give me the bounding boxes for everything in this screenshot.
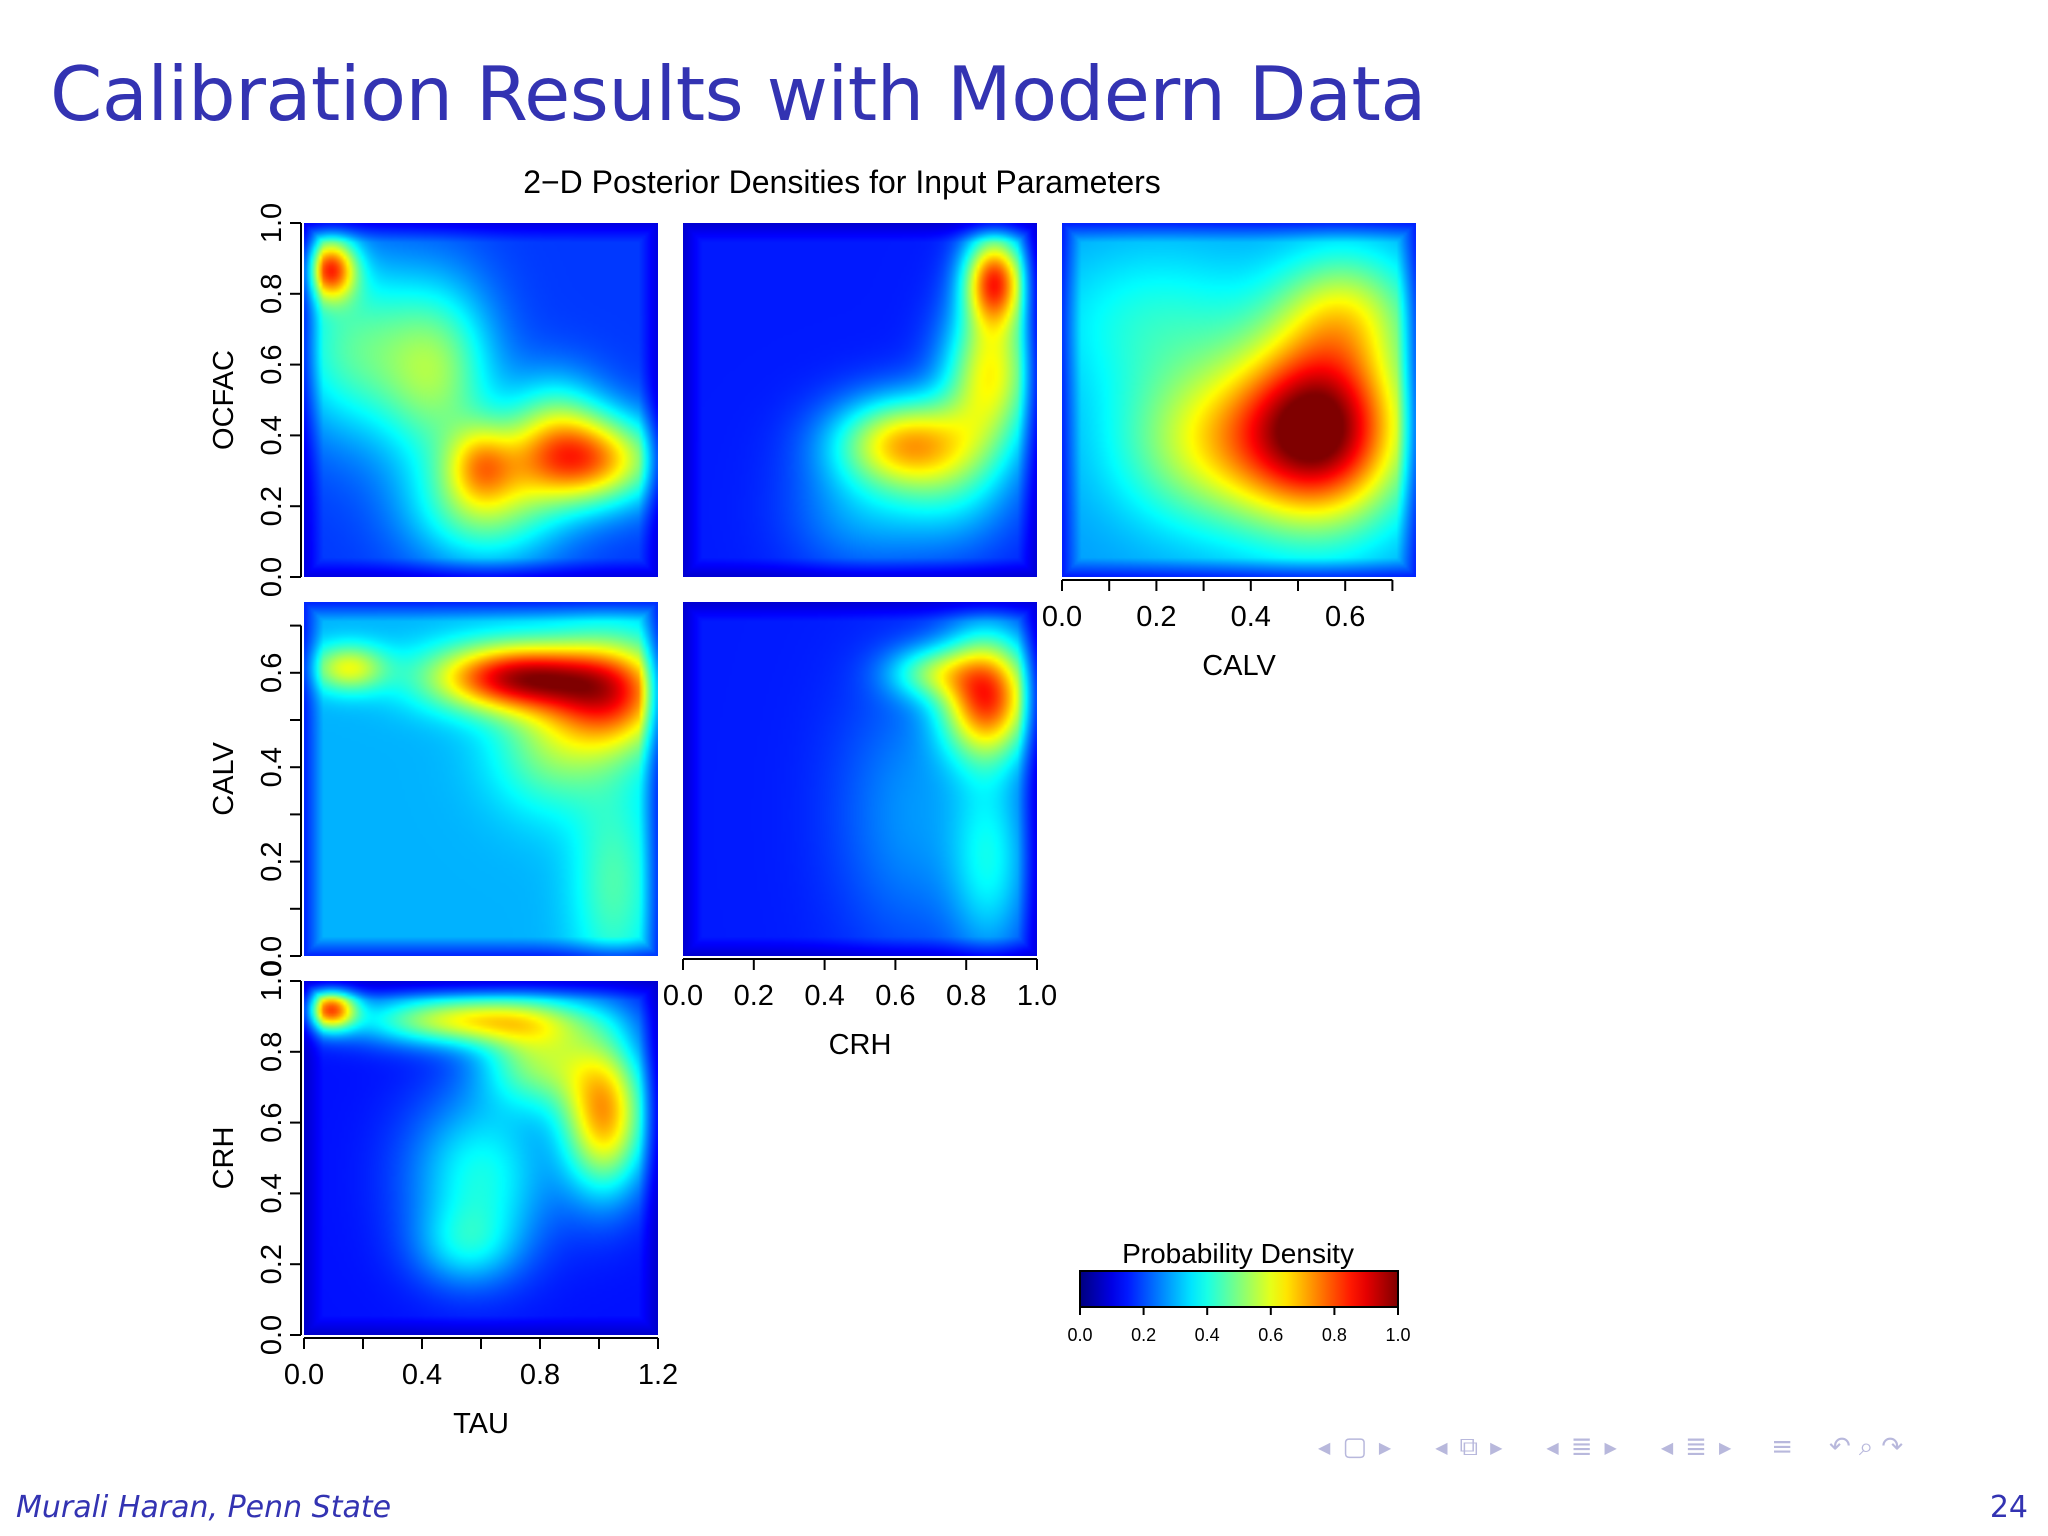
nav-next-subsection-icon[interactable]: ▶ <box>1490 1437 1503 1457</box>
slide-title: Calibration Results with Modern Data <box>50 50 1426 138</box>
tick-label: 0.2 <box>256 841 288 881</box>
heatmap-crh-calv <box>683 602 1037 956</box>
tick-label: 0.4 <box>256 415 288 455</box>
heatmap-tau-ocfac <box>304 223 658 577</box>
x-axis-calv: 0.0 0.2 0.4 0.6 CALV <box>1042 579 1394 682</box>
tick-label: 1.0 <box>1017 980 1057 1012</box>
tick-label: 0.0 <box>663 980 703 1012</box>
nav-frame-icon[interactable]: ▢ <box>1342 1432 1367 1462</box>
tick-label: 0.0 <box>284 1359 324 1391</box>
tick-label: 0.4 <box>256 747 288 787</box>
tick-label: 0.2 <box>256 486 288 526</box>
chart-title: 2−D Posterior Densities for Input Parame… <box>523 164 1161 200</box>
nav-section-icon[interactable]: ≣ <box>1570 1432 1593 1462</box>
panel-grid <box>304 223 1416 1335</box>
axis-label-ocfac: OCFAC <box>208 350 240 450</box>
nav-doc-icon[interactable]: ≣ <box>1685 1432 1707 1462</box>
axis-label-calv: CALV <box>1202 650 1276 682</box>
axis-label-crh: CRH <box>208 1127 240 1190</box>
heatmap-tau-crh <box>304 981 658 1335</box>
legend-tick-label: 0.6 <box>1258 1325 1283 1345</box>
x-axis-tau: 0.0 0.4 0.8 1.2 TAU <box>284 1337 678 1440</box>
nav-next-section-icon[interactable]: ▶ <box>1604 1437 1617 1457</box>
heatmap-calv-ocfac <box>1062 223 1416 577</box>
tick-label: 0.4 <box>402 1359 442 1391</box>
legend-tick-label: 0.8 <box>1322 1325 1347 1345</box>
nav-back-icon[interactable]: ↶ <box>1829 1432 1851 1462</box>
tick-label: 0.4 <box>1231 601 1271 633</box>
legend-colorbar <box>1079 1270 1399 1308</box>
tick-label: 0.6 <box>875 980 915 1012</box>
nav-next-doc-icon[interactable]: ▶ <box>1718 1437 1732 1457</box>
tick-label: 0.0 <box>1042 601 1082 633</box>
nav-prev-frame-icon[interactable]: ◀ <box>1318 1437 1331 1457</box>
legend-tick-label: 0.4 <box>1195 1325 1220 1345</box>
tick-label: 1.0 <box>256 203 288 243</box>
axis-label-tau: TAU <box>453 1408 509 1440</box>
tick-label: 1.0 <box>256 961 288 1001</box>
nav-subsection-icon[interactable]: ⧉ <box>1459 1431 1479 1462</box>
tick-label: 0.6 <box>256 1102 288 1142</box>
tick-label: 0.6 <box>256 344 288 384</box>
nav-prev-doc-icon[interactable]: ◀ <box>1660 1437 1674 1457</box>
tick-label: 0.8 <box>256 1032 288 1072</box>
tick-label: 0.8 <box>946 980 986 1012</box>
x-axis-crh: 0.0 0.2 0.4 0.6 0.8 1.0 CRH <box>663 958 1057 1061</box>
nav-forward-icon[interactable]: ↷ <box>1881 1432 1904 1462</box>
tick-label: 0.0 <box>256 936 288 976</box>
y-axis-crh: 0.0 0.2 0.4 0.6 0.8 1.0 CRH <box>208 961 302 1355</box>
beamer-navigation-bar: ◀ ▢ ▶ ◀ ⧉ ▶ ◀ ≣ ▶ ◀ ≣ ▶ ≡ ↶ ⌕ ↷ <box>1310 1430 2040 1464</box>
tick-label: 0.2 <box>734 980 774 1012</box>
tick-label: 0.0 <box>256 1315 288 1355</box>
y-axis-ocfac: 0.0 0.2 0.4 0.6 0.8 1.0 OCFAC <box>208 203 302 597</box>
nav-prev-subsection-icon[interactable]: ◀ <box>1435 1437 1448 1457</box>
legend-tick-label: 0.0 <box>1067 1325 1092 1345</box>
tick-label: 0.0 <box>256 557 288 597</box>
tick-label: 0.8 <box>520 1359 560 1391</box>
axis-label-calv: CALV <box>208 742 240 816</box>
nav-zoom-icon[interactable]: ⌕ <box>1858 1431 1874 1462</box>
page-number: 24 <box>1989 1490 2028 1525</box>
heatmap-tau-calv <box>304 602 658 956</box>
nav-appendix-icon[interactable]: ≡ <box>1771 1432 1794 1462</box>
tick-label: 1.2 <box>638 1359 678 1391</box>
axis-label-crh: CRH <box>829 1029 892 1061</box>
tick-label: 0.8 <box>256 274 288 314</box>
tick-label: 0.2 <box>1136 601 1176 633</box>
legend-title: Probability Density <box>1122 1238 1354 1269</box>
tick-label: 0.6 <box>256 653 288 693</box>
tick-label: 0.6 <box>1325 601 1365 633</box>
legend-tick-label: 0.2 <box>1131 1325 1156 1345</box>
legend-tick-label: 1.0 <box>1385 1325 1410 1345</box>
nav-next-frame-icon[interactable]: ▶ <box>1378 1437 1392 1457</box>
density-legend: Probability Density 0.0 0.2 0.4 0.6 0.8 1.0 <box>1067 1238 1410 1345</box>
y-axis-calv: 0.0 0.2 0.4 0.6 CALV <box>208 624 302 976</box>
footer-author: Murali Haran, Penn State <box>16 1490 392 1525</box>
heatmap-crh-ocfac <box>683 223 1037 577</box>
tick-label: 0.4 <box>804 980 844 1012</box>
tick-label: 0.2 <box>256 1244 288 1284</box>
nav-prev-section-icon[interactable]: ◀ <box>1546 1437 1559 1457</box>
tick-label: 0.4 <box>256 1173 288 1213</box>
